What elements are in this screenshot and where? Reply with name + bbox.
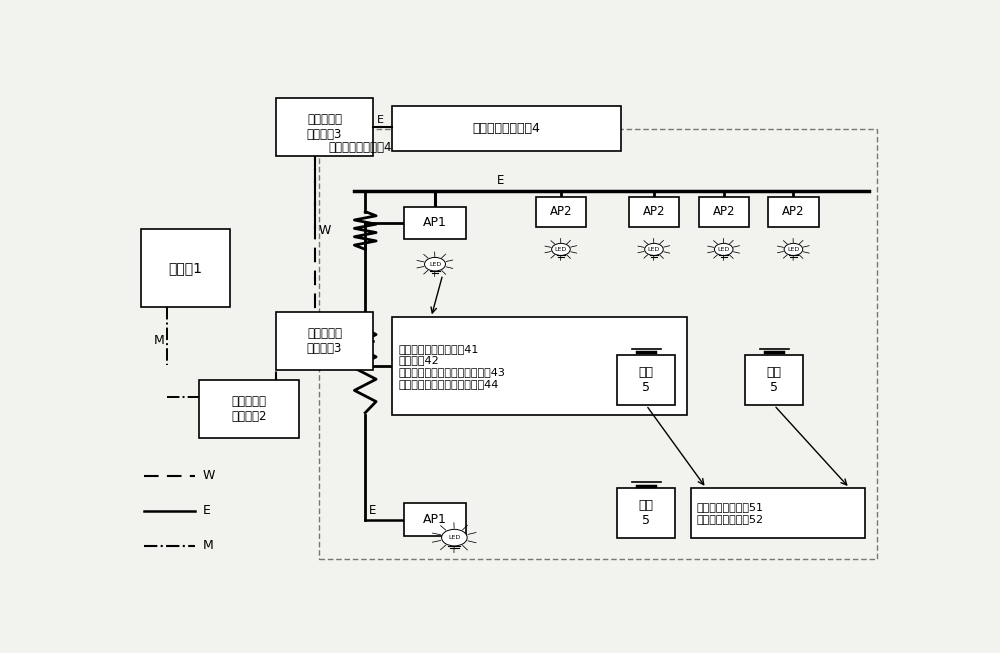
Text: LED: LED bbox=[448, 535, 460, 540]
Circle shape bbox=[425, 257, 445, 271]
FancyBboxPatch shape bbox=[276, 312, 373, 370]
FancyBboxPatch shape bbox=[745, 355, 803, 405]
Text: W: W bbox=[202, 469, 215, 482]
Text: E: E bbox=[497, 174, 504, 187]
Text: M: M bbox=[202, 539, 213, 552]
FancyBboxPatch shape bbox=[536, 197, 586, 227]
Text: 可见光通信子系统4: 可见光通信子系统4 bbox=[473, 122, 541, 135]
FancyBboxPatch shape bbox=[392, 106, 621, 151]
Circle shape bbox=[645, 244, 663, 255]
Text: E: E bbox=[202, 504, 210, 517]
Text: 第一电力调
制解调器3: 第一电力调 制解调器3 bbox=[307, 327, 342, 355]
FancyBboxPatch shape bbox=[199, 380, 299, 438]
Text: 下行链路处理模垃51
上行链路处理模垃52: 下行链路处理模垃51 上行链路处理模垃52 bbox=[697, 503, 764, 524]
Text: 数据源1: 数据源1 bbox=[168, 261, 202, 275]
FancyBboxPatch shape bbox=[691, 488, 865, 539]
Text: 终端
5: 终端 5 bbox=[767, 366, 782, 394]
Text: LED: LED bbox=[718, 247, 730, 252]
Text: AP1: AP1 bbox=[423, 216, 447, 229]
Text: AP2: AP2 bbox=[550, 205, 572, 218]
FancyBboxPatch shape bbox=[698, 197, 749, 227]
Text: 终端
5: 终端 5 bbox=[639, 500, 654, 527]
Text: LED: LED bbox=[555, 247, 567, 252]
Circle shape bbox=[552, 244, 570, 255]
Text: 终端
5: 终端 5 bbox=[639, 366, 654, 394]
Text: AP2: AP2 bbox=[712, 205, 735, 218]
FancyBboxPatch shape bbox=[404, 206, 466, 239]
FancyBboxPatch shape bbox=[140, 229, 230, 307]
Text: 第一电力调
制解调器3: 第一电力调 制解调器3 bbox=[307, 114, 342, 142]
FancyBboxPatch shape bbox=[629, 197, 679, 227]
FancyBboxPatch shape bbox=[404, 503, 466, 536]
Text: 第二电力调制解调模块41
路由模块42
下行链路编码调制和光发射模块43
上行链路检测和解调译码模块44: 第二电力调制解调模块41 路由模块42 下行链路编码调制和光发射模块43 上行链… bbox=[399, 344, 505, 389]
Text: W: W bbox=[319, 224, 331, 237]
FancyBboxPatch shape bbox=[276, 99, 373, 156]
Text: 宽带接入与
路由设备2: 宽带接入与 路由设备2 bbox=[231, 395, 267, 423]
Text: AP1: AP1 bbox=[423, 513, 447, 526]
Text: LED: LED bbox=[429, 262, 441, 266]
Text: 可见光通信子系统4: 可见光通信子系统4 bbox=[328, 141, 392, 154]
FancyBboxPatch shape bbox=[768, 197, 819, 227]
Text: LED: LED bbox=[648, 247, 660, 252]
Text: LED: LED bbox=[787, 247, 800, 252]
Text: M: M bbox=[153, 334, 164, 347]
Text: AP2: AP2 bbox=[782, 205, 805, 218]
Text: E: E bbox=[369, 503, 376, 517]
FancyBboxPatch shape bbox=[392, 317, 687, 415]
FancyBboxPatch shape bbox=[617, 488, 675, 539]
FancyBboxPatch shape bbox=[617, 355, 675, 405]
Circle shape bbox=[714, 244, 733, 255]
Text: E: E bbox=[377, 116, 384, 125]
Circle shape bbox=[442, 530, 467, 546]
Text: AP2: AP2 bbox=[643, 205, 665, 218]
Circle shape bbox=[784, 244, 803, 255]
